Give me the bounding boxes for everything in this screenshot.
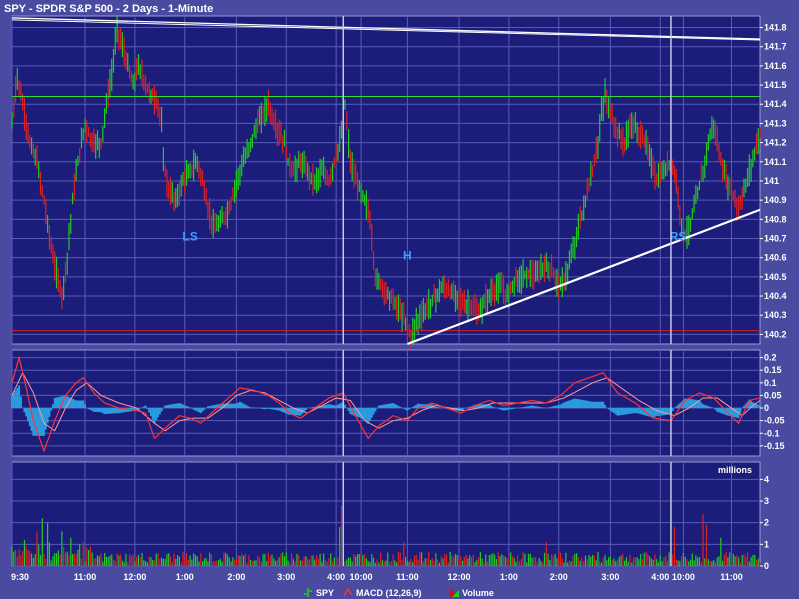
- volume-legend-icon: [450, 588, 459, 597]
- macd-line: [11, 355, 761, 453]
- x-tick-label: 2:00: [227, 572, 245, 582]
- volume-tick-label: 0: [764, 561, 769, 571]
- macd-tick-label: -0.05: [764, 416, 785, 426]
- volume-units-label: millions: [718, 465, 752, 475]
- price-tick-label: 141.6: [764, 61, 787, 71]
- volume-tick-label: 4: [764, 474, 769, 484]
- price-y-axis: 141.8 141.7 141.6 141.5 141.4 141.3 141.2 141.1…: [760, 23, 787, 339]
- legend-label: SPY: [316, 588, 334, 598]
- price-annotations: LS H RS: [182, 229, 686, 262]
- price-tick-label: 140.3: [764, 310, 787, 320]
- macd-legend-icon: [343, 587, 353, 597]
- pattern-annotation-rs: RS: [670, 229, 687, 243]
- x-tick-label: 10:00: [672, 572, 695, 582]
- macd-tick-label: 0.1: [764, 378, 777, 388]
- macd-signal-line: [11, 371, 761, 432]
- volume-plot-area: [11, 461, 761, 567]
- x-tick-label: 10:00: [350, 572, 373, 582]
- price-tick-label: 141: [764, 176, 779, 186]
- price-tick-label: 141.3: [764, 118, 787, 128]
- price-tick-label: 140.5: [764, 272, 787, 282]
- x-tick-label: 12:00: [448, 572, 471, 582]
- volume-tick-label: 2: [764, 518, 769, 528]
- volume-panel: 4 3 2 1 0 millions: [11, 461, 769, 571]
- macd-panel: 0.2 0.15 0.1 0.05 0 -0.05 -0.1 -0.15: [11, 349, 785, 457]
- x-tick-label: 1:00: [500, 572, 518, 582]
- legend: SPY MACD (12,26,9) Volume: [304, 587, 494, 598]
- upper-trendline: [11, 17, 761, 40]
- price-bars: [11, 15, 761, 351]
- price-tick-label: 141.8: [764, 23, 787, 33]
- day-separators: [342, 16, 672, 566]
- x-axis: 9:30 11:00 12:00 1:00 2:00 3:00 4:00 10:00 11:00…: [11, 572, 743, 582]
- price-tick-label: 140.2: [764, 329, 787, 339]
- macd-plot-area: [11, 349, 761, 457]
- volume-tick-label: 1: [764, 539, 769, 549]
- pattern-annotation-ls: LS: [182, 229, 197, 243]
- macd-tick-label: 0: [764, 403, 769, 413]
- price-lines: [11, 17, 761, 346]
- price-tick-label: 140.9: [764, 195, 787, 205]
- macd-y-axis: 0.2 0.15 0.1 0.05 0 -0.05 -0.1 -0.15: [760, 353, 785, 451]
- x-tick-label: 4:00: [651, 572, 669, 582]
- macd-grid: [11, 350, 760, 456]
- volume-tick-label: 3: [764, 496, 769, 506]
- x-tick-label: 4:00: [327, 572, 345, 582]
- macd-tick-label: 0.2: [764, 353, 777, 363]
- macd-lines: [11, 355, 761, 453]
- spy-legend-icon: [304, 588, 312, 597]
- upper-trendline-secondary: [11, 19, 761, 41]
- price-tick-label: 140.8: [764, 214, 787, 224]
- price-tick-label: 141.5: [764, 80, 787, 90]
- price-tick-label: 140.6: [764, 253, 787, 263]
- volume-y-axis: 4 3 2 1 0: [760, 474, 769, 571]
- pattern-annotation-h: H: [403, 249, 412, 263]
- legend-label: Volume: [462, 588, 494, 598]
- x-tick-label: 11:00: [720, 572, 743, 582]
- price-tick-label: 140.7: [764, 234, 787, 244]
- price-tick-label: 141.7: [764, 42, 787, 52]
- price-panel: 141.8 141.7 141.6 141.5 141.4 141.3 141.2 141.1…: [11, 15, 787, 351]
- x-tick-label: 11:00: [74, 572, 97, 582]
- x-tick-label: 12:00: [123, 572, 146, 582]
- price-tick-label: 141.1: [764, 157, 787, 167]
- legend-label: MACD (12,26,9): [356, 588, 422, 598]
- x-tick-label: 11:00: [396, 572, 419, 582]
- x-tick-label: 3:00: [601, 572, 619, 582]
- price-tick-label: 141.2: [764, 138, 787, 148]
- x-tick-label: 1:00: [176, 572, 194, 582]
- price-tick-label: 141.4: [764, 99, 787, 109]
- x-tick-label: 2:00: [550, 572, 568, 582]
- price-tick-label: 140.4: [764, 291, 787, 301]
- neckline-trendline: [406, 208, 761, 346]
- x-tick-label: 3:00: [277, 572, 295, 582]
- x-tick-label: 9:30: [11, 572, 29, 582]
- macd-tick-label: -0.15: [764, 441, 785, 451]
- macd-tick-label: 0.15: [764, 365, 782, 375]
- macd-tick-label: -0.1: [764, 428, 780, 438]
- macd-tick-label: 0.05: [764, 390, 782, 400]
- chart-title: SPY - SPDR S&P 500 - 2 Days - 1-Minute: [4, 3, 213, 15]
